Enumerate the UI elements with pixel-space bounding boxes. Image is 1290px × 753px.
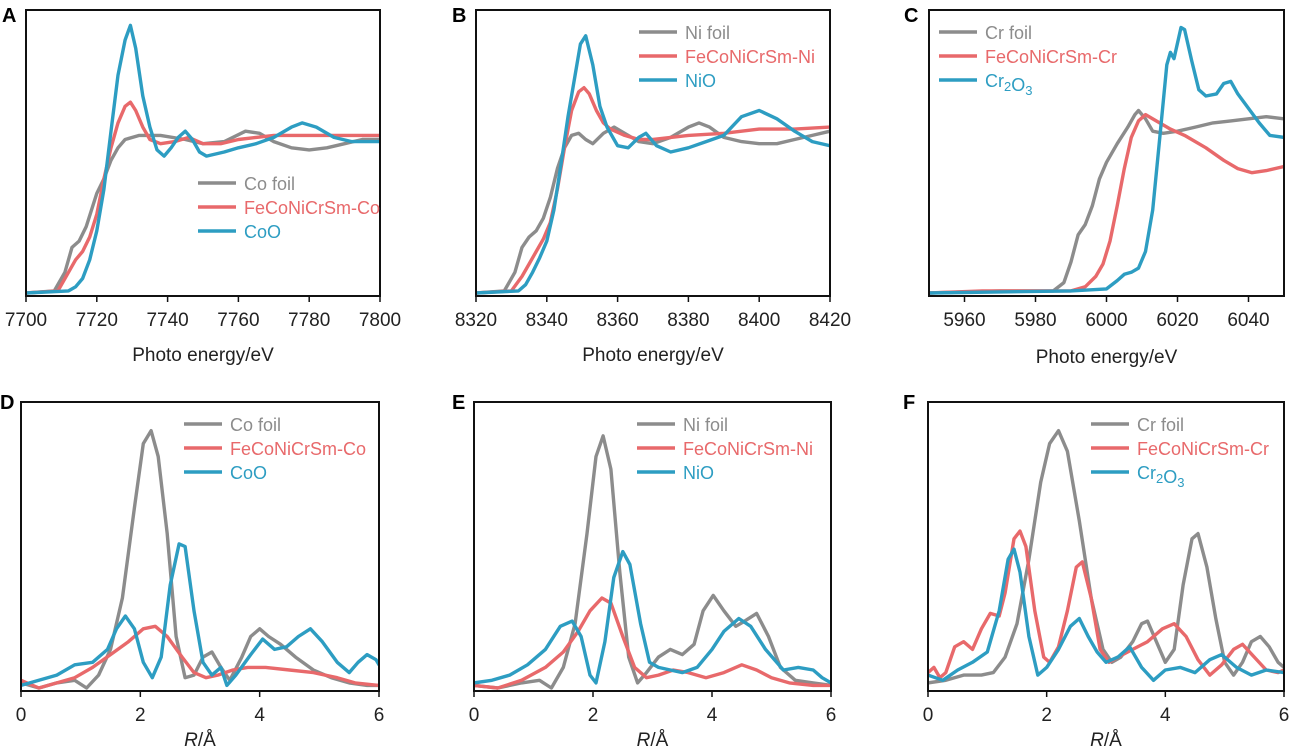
x-tick-label: 2 [588,705,599,726]
series-line-blue [476,34,830,295]
x-tick-label: 8360 [596,310,638,331]
panel-d: D 0 2 4 6 R/Å Co foil FeCoNiCrSm-Co CoO [0,392,384,751]
x-axis-title: R/Å [1090,730,1122,751]
x-tick-label: 7780 [288,310,330,331]
x-tick-label: 0 [923,705,934,726]
legend-label: NiO [685,71,716,91]
legend-label: FeCoNiCrSm-Ni [685,47,815,67]
panel-b: B 8320 8340 8360 8380 8400 8420 Photo energy/eV… [452,5,851,366]
series-line-gray [476,121,830,295]
x-tick-label: 6020 [1156,310,1198,331]
series-line-blue [928,547,1284,682]
legend-label: CoO [230,463,267,483]
legend-label: CoO [244,222,281,242]
x-tick-label: 7760 [217,310,259,331]
x-axis-title: Photo energy/eV [582,345,724,366]
panel-letter: C [904,5,918,27]
x-tick-label: 6 [1279,705,1290,726]
series-line-red [476,86,830,295]
x-tick-label: 8400 [738,310,780,331]
legend-label: FeCoNiCrSm-Ni [683,439,813,459]
panel-f: F 0 2 4 6 R/Å Cr foil FeCoNiCrSm-Cr Cr2O3 [903,392,1289,751]
legend: Ni foil FeCoNiCrSm-Ni NiO [637,415,813,483]
panel-letter: F [903,392,915,414]
panel-letter: D [0,392,14,414]
x-axis-title: Photo energy/eV [1036,347,1178,368]
series-line-gray [26,129,380,295]
x-tick-label: 2 [1041,705,1052,726]
series-line-blue [21,542,379,688]
x-tick-label: 4 [707,705,718,726]
x-tick-label: 6000 [1085,310,1127,331]
plot-frame [927,401,1285,692]
legend: Co foil FeCoNiCrSm-Co CoO [184,415,366,483]
legend: Co foil FeCoNiCrSm-Co CoO [198,174,380,242]
x-tick-label: 8380 [667,310,709,331]
x-tick-label: 7720 [76,310,118,331]
x-tick-label: 8320 [455,310,497,331]
x-tick-label: 4 [254,705,265,726]
plot-frame [20,401,380,692]
x-tick-label: 6 [826,705,837,726]
x-tick-label: 7800 [359,310,401,331]
series-line-blue [474,549,831,685]
legend-label: FeCoNiCrSm-Cr [985,47,1117,67]
series-line-red [474,596,831,690]
series-line-gray [21,429,379,690]
panel-letter: A [2,5,16,27]
series-line-red [21,624,379,690]
legend-label: Ni foil [685,23,730,43]
x-tick-label: 8420 [809,310,851,331]
x-tick-label: 6040 [1227,310,1269,331]
x-tick-label: 5960 [943,310,985,331]
x-axis-title: R/Å [184,730,216,751]
legend-label: Co foil [230,415,281,435]
panel-letter: B [452,5,466,27]
x-tick-label: 0 [16,705,27,726]
plot-frame [473,401,832,692]
x-tick-label: 7700 [5,310,47,331]
legend-label: FeCoNiCrSm-Co [230,439,366,459]
legend-label: FeCoNiCrSm-Co [244,198,380,218]
x-axis-title: R/Å [637,730,669,751]
series-line-gray [929,108,1284,295]
x-axis-title: Photo energy/eV [132,345,274,366]
legend: Ni foil FeCoNiCrSm-Ni NiO [639,23,815,91]
series-line-red [26,100,380,295]
series-line-gray [474,434,831,690]
x-tick-label: 2 [135,705,146,726]
legend-label: Ni foil [683,415,728,435]
panel-a: A 7700 7720 7740 7760 7780 7800 Photo energy/eV… [2,5,401,366]
x-tick-label: 0 [469,705,480,726]
plot-frame [25,9,381,297]
panel-letter: E [452,392,465,414]
legend-label: FeCoNiCrSm-Cr [1137,439,1269,459]
x-tick-label: 5980 [1014,310,1056,331]
legend: Cr foil FeCoNiCrSm-Cr Cr2O3 [939,23,1117,98]
legend-label: Cr foil [1137,415,1184,435]
series-line-blue [929,25,1284,295]
legend-label: Co foil [244,174,295,194]
panel-e: E 0 2 4 6 R/Å Ni foil FeCoNiCrSm-Ni NiO [452,392,836,751]
plot-frame [475,9,831,297]
x-tick-label: 6 [374,705,385,726]
x-tick-label: 8340 [526,310,568,331]
x-tick-label: 7740 [146,310,188,331]
panel-c: C 5960 5980 6000 6020 6040 Photo energy/eV Cr f… [904,5,1285,368]
series-line-red [928,529,1284,680]
series-line-blue [26,23,380,295]
legend-label: Cr2O3 [985,71,1032,98]
legend: Cr foil FeCoNiCrSm-Cr Cr2O3 [1091,415,1269,490]
legend-label: Cr foil [985,23,1032,43]
series-line-gray [928,429,1284,685]
x-tick-label: 4 [1160,705,1171,726]
series-line-red [929,112,1284,295]
legend-label: NiO [683,463,714,483]
legend-label: Cr2O3 [1137,463,1184,490]
